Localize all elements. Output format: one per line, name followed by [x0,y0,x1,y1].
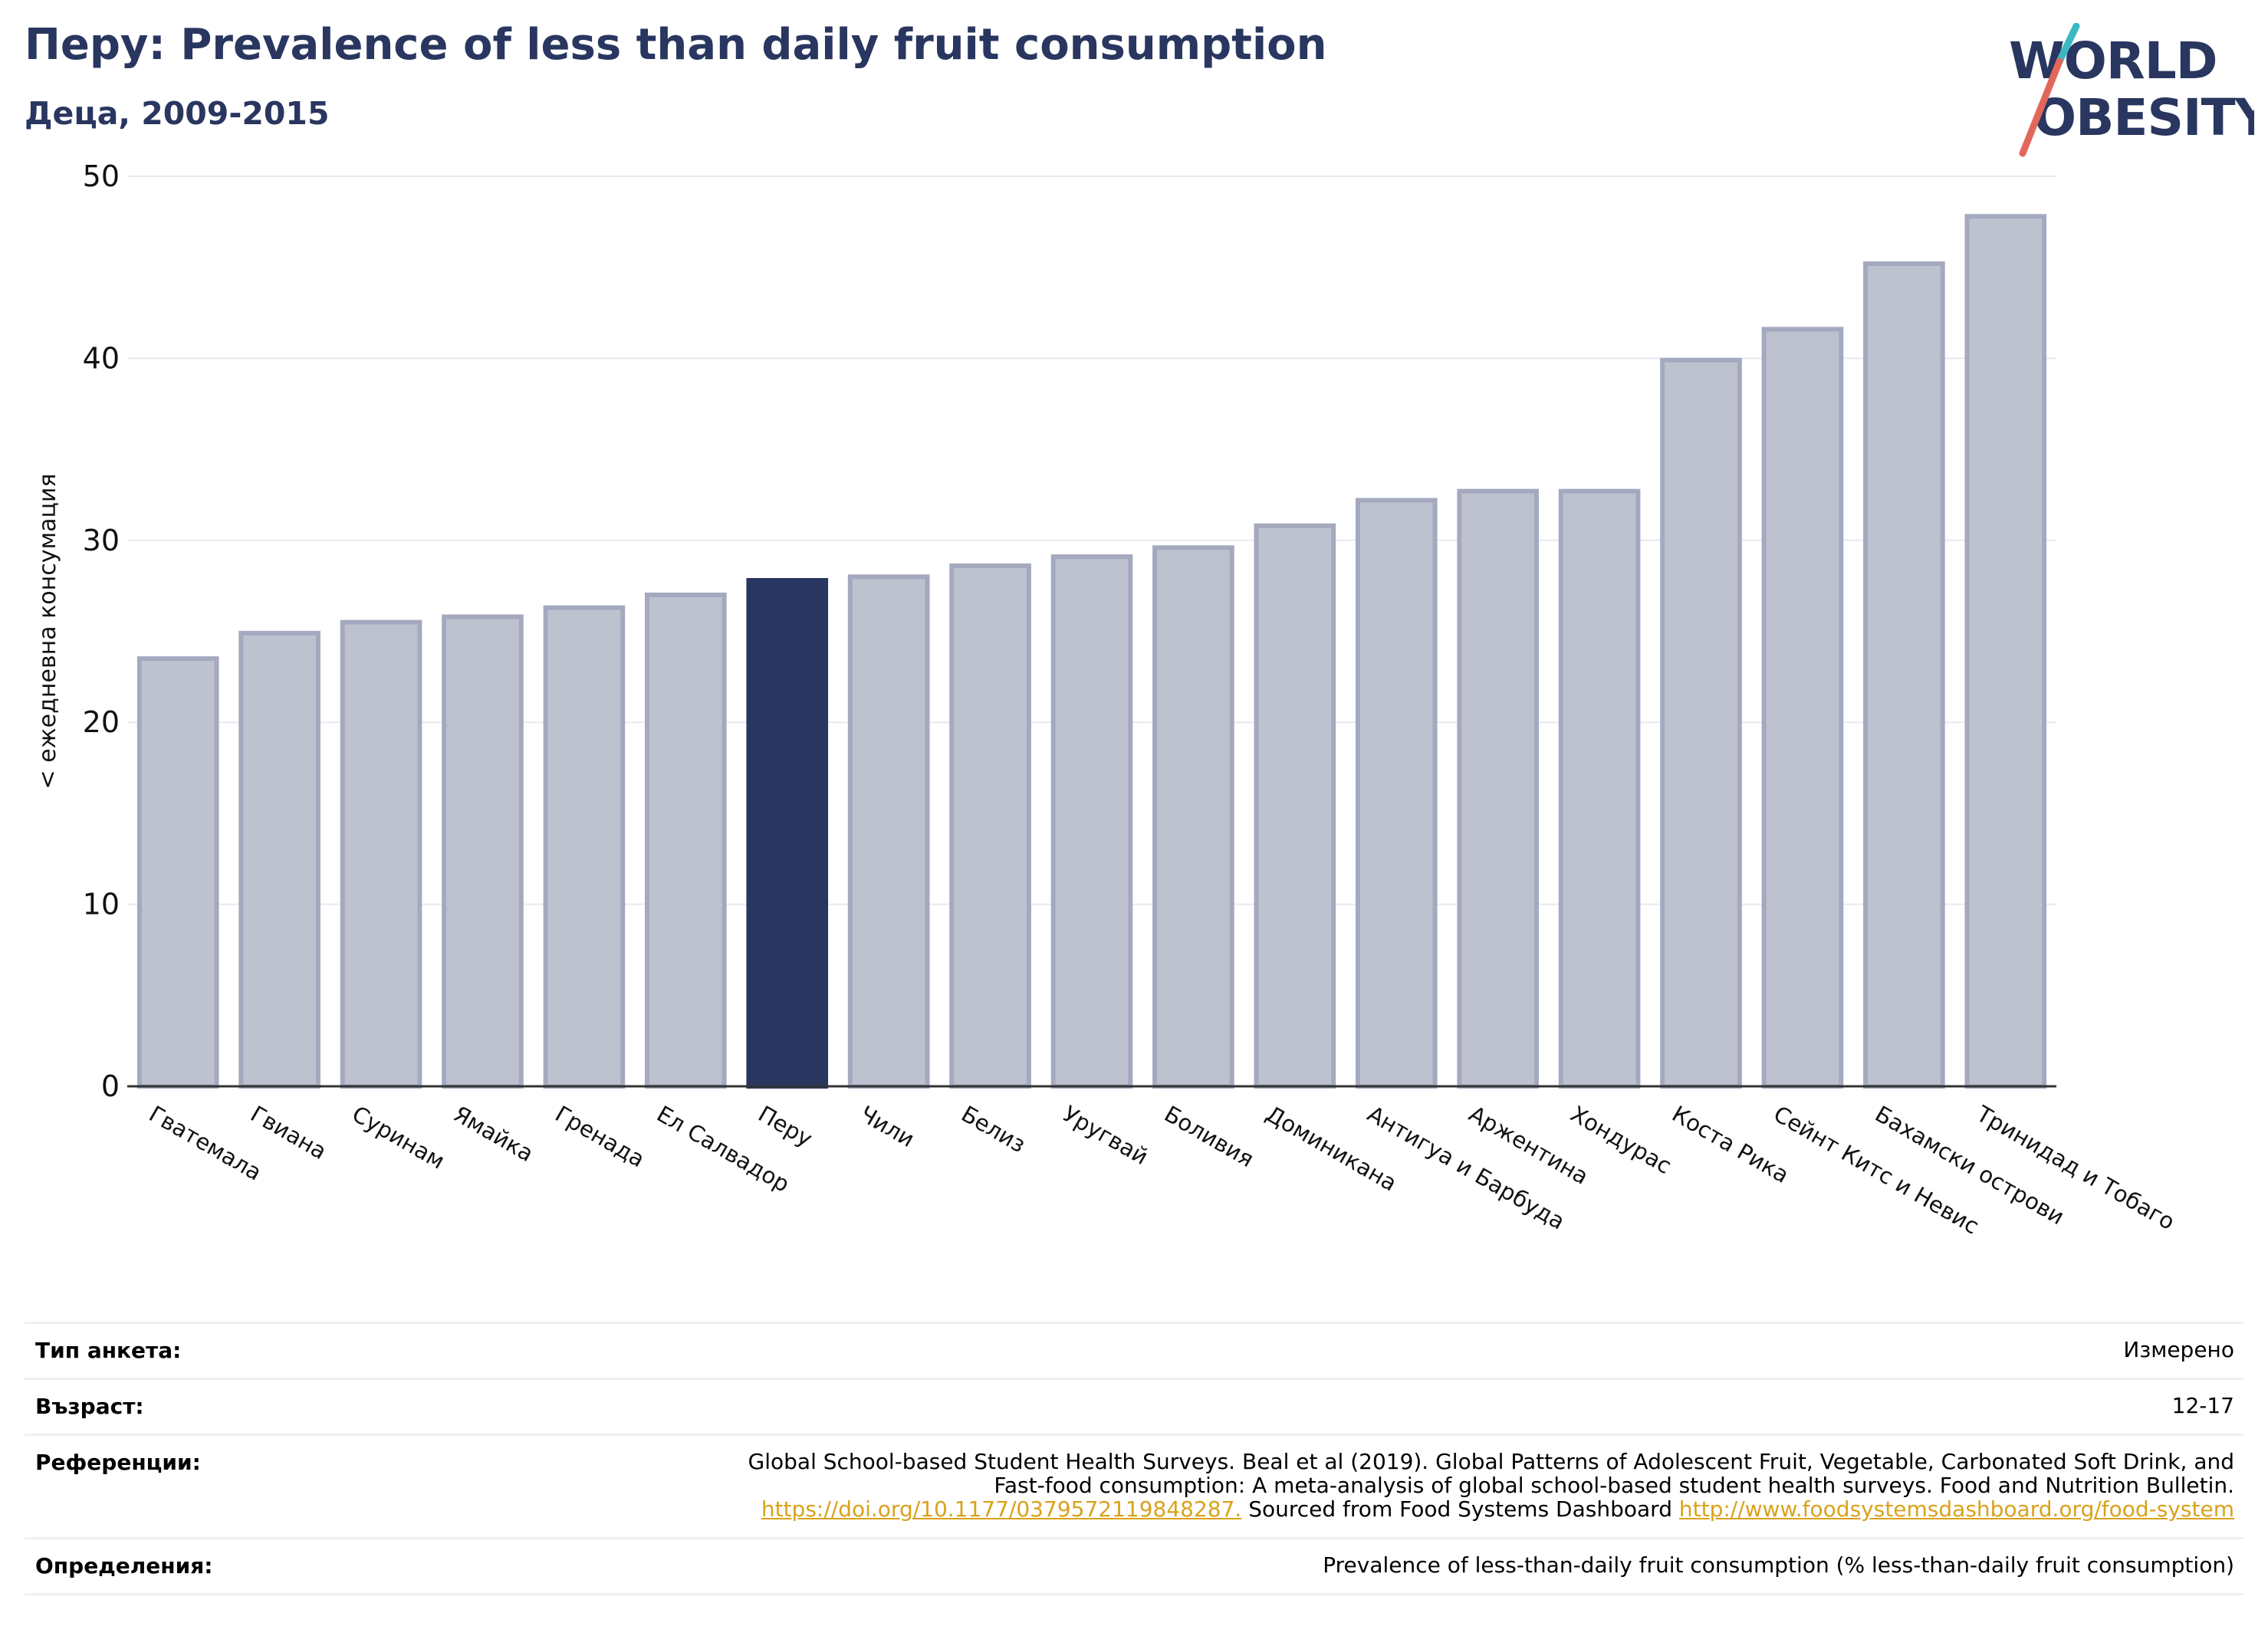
x-tick-label: Перу [754,1101,817,1152]
references-line1: Global School-based Student Health Surve… [748,1449,2234,1474]
chart-title: Перу: Prevalence of less than daily frui… [25,20,1327,70]
doi-link[interactable]: https://doi.org/10.1177/0379572119848287… [761,1496,1242,1522]
bar [1558,488,1641,1089]
definitions-label: Определения: [35,1553,213,1578]
x-tick-label: Боливия [1160,1101,1258,1173]
survey-type-label: Тип анкета: [35,1338,182,1363]
references-label: Референции: [35,1450,201,1475]
bar [1457,488,1540,1089]
meta-row-definitions: Определения: Prevalence of less-than-dai… [25,1537,2243,1595]
bar [1050,554,1133,1089]
bar [1660,357,1742,1089]
survey-type-value: Измерено [2123,1337,2234,1362]
bar [1761,327,1844,1089]
bar [847,574,930,1089]
bar-highlighted [746,578,829,1089]
references-mid: Sourced from Food Systems Dashboard [1241,1496,1679,1522]
meta-row-survey-type: Тип анкета: Измерено [25,1322,2243,1378]
bar [1355,498,1438,1089]
meta-row-age: Възраст: 12-17 [25,1378,2243,1434]
chart-subtitle: Деца, 2009-2015 [25,95,330,132]
bar [340,619,422,1089]
references-value: Global School-based Student Health Surve… [547,1450,2234,1521]
x-tick-label: Тринидад и Тобаго [1971,1100,2179,1235]
food-systems-link[interactable]: http://www.foodsystemsdashboard.org/food… [1678,1496,2234,1522]
age-value: 12-17 [2171,1393,2234,1418]
logo-line1: WORLD [2009,31,2217,90]
y-tick-label: 40 [83,341,120,375]
world-obesity-logo: WORLD OBESITY [2009,23,2254,157]
y-tick-label: 20 [83,705,120,739]
references-line2: Fast-food consumption: A meta-analysis o… [994,1473,2234,1498]
bar [949,563,1031,1089]
x-tick-label: Белиз [957,1101,1030,1158]
y-tick-label: 30 [83,524,120,557]
y-tick-label: 0 [101,1069,120,1103]
bar [442,614,524,1089]
y-tick-labels: 0 10 20 30 40 50 [83,159,120,1103]
y-tick-label: 10 [83,888,120,921]
bars [136,214,2047,1089]
bar [238,630,320,1089]
bar [1964,214,2047,1089]
bar [644,593,727,1089]
definitions-value: Prevalence of less-than-daily fruit cons… [1323,1552,2234,1578]
bar [1254,523,1336,1089]
meta-row-references: Референции: Global School-based Student … [25,1434,2243,1537]
references-line3: https://doi.org/10.1177/0379572119848287… [547,1497,2234,1521]
x-tick-label: Уругвай [1059,1101,1153,1171]
metadata-table: Тип анкета: Измерено Възраст: 12-17 Рефе… [25,1322,2243,1595]
y-tick-label: 50 [83,159,120,193]
x-tick-label: Гватемала [145,1101,266,1186]
bar [1152,545,1234,1089]
x-tick-label: Ямайка [449,1101,538,1167]
logo-line2: OBESITY [2033,88,2254,147]
x-tick-label: Чили [856,1101,919,1153]
bar [543,605,626,1089]
bar [1863,261,1945,1089]
bar [136,656,219,1089]
y-axis-label: < ежедневна консумация [35,474,61,790]
x-tick-label: Суринам [348,1101,449,1174]
x-tick-label: Гвиана [246,1101,331,1165]
x-tick-label: Гренада [551,1101,649,1173]
age-label: Възраст: [35,1394,144,1419]
